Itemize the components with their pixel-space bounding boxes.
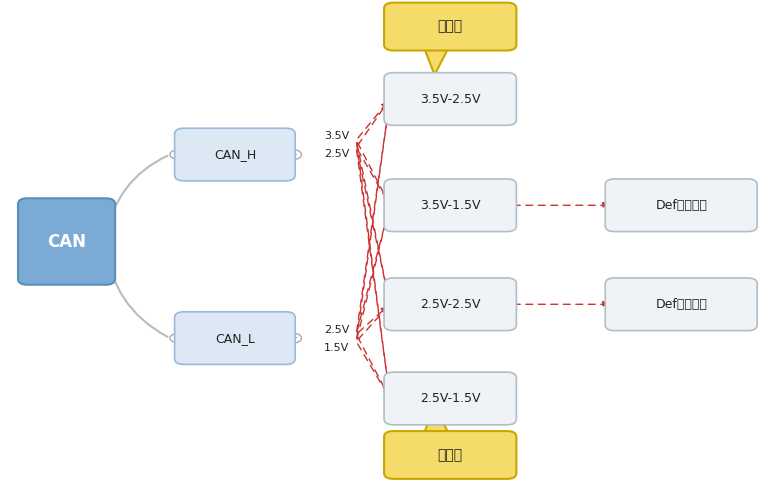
FancyBboxPatch shape <box>18 199 115 285</box>
FancyArrowPatch shape <box>359 307 387 332</box>
Text: −: − <box>290 150 298 159</box>
FancyBboxPatch shape <box>384 3 517 51</box>
FancyArrowPatch shape <box>357 150 391 300</box>
FancyArrowPatch shape <box>356 150 392 394</box>
FancyBboxPatch shape <box>175 312 295 365</box>
FancyArrowPatch shape <box>356 143 392 394</box>
FancyArrowPatch shape <box>357 210 390 331</box>
FancyBboxPatch shape <box>384 72 517 125</box>
Text: 1.5V: 1.5V <box>324 343 349 353</box>
FancyArrowPatch shape <box>357 143 391 300</box>
FancyArrowPatch shape <box>358 102 387 138</box>
FancyBboxPatch shape <box>384 278 517 330</box>
FancyArrowPatch shape <box>358 337 388 395</box>
FancyArrowPatch shape <box>357 103 391 331</box>
Text: CAN_L: CAN_L <box>215 332 254 344</box>
FancyArrowPatch shape <box>358 142 388 201</box>
FancyArrowPatch shape <box>358 308 387 340</box>
FancyArrowPatch shape <box>106 244 168 337</box>
FancyArrowPatch shape <box>358 102 388 145</box>
FancyArrowPatch shape <box>514 302 608 307</box>
Text: Def显性电平: Def显性电平 <box>655 199 707 212</box>
FancyArrowPatch shape <box>358 150 388 201</box>
FancyArrowPatch shape <box>357 210 390 339</box>
Text: 2.5V: 2.5V <box>324 149 349 158</box>
FancyBboxPatch shape <box>384 372 517 425</box>
Text: 2.5V-1.5V: 2.5V-1.5V <box>420 392 481 405</box>
Text: CAN_H: CAN_H <box>214 148 256 161</box>
Text: CAN: CAN <box>47 232 86 251</box>
Circle shape <box>170 150 184 159</box>
Text: 2.5V: 2.5V <box>324 326 349 335</box>
Circle shape <box>286 333 301 343</box>
Text: 3.5V-1.5V: 3.5V-1.5V <box>420 199 481 212</box>
FancyBboxPatch shape <box>605 278 757 330</box>
Circle shape <box>286 150 301 159</box>
FancyArrowPatch shape <box>106 156 168 239</box>
FancyArrowPatch shape <box>356 103 392 339</box>
Text: 3.5V: 3.5V <box>324 131 349 141</box>
FancyArrowPatch shape <box>514 203 608 208</box>
Text: Def隐性电平: Def隐性电平 <box>655 298 707 311</box>
Polygon shape <box>423 44 450 75</box>
Text: 2.5V-2.5V: 2.5V-2.5V <box>420 298 481 311</box>
FancyArrowPatch shape <box>358 344 388 395</box>
Text: −: − <box>290 333 298 343</box>
FancyBboxPatch shape <box>605 179 757 232</box>
Polygon shape <box>423 407 450 436</box>
Text: 不存在: 不存在 <box>438 20 463 33</box>
FancyBboxPatch shape <box>384 179 517 232</box>
FancyBboxPatch shape <box>384 431 517 479</box>
Text: 不存在: 不存在 <box>438 448 463 462</box>
FancyBboxPatch shape <box>175 128 295 181</box>
Circle shape <box>170 334 184 342</box>
Text: 3.5V-2.5V: 3.5V-2.5V <box>420 93 481 105</box>
